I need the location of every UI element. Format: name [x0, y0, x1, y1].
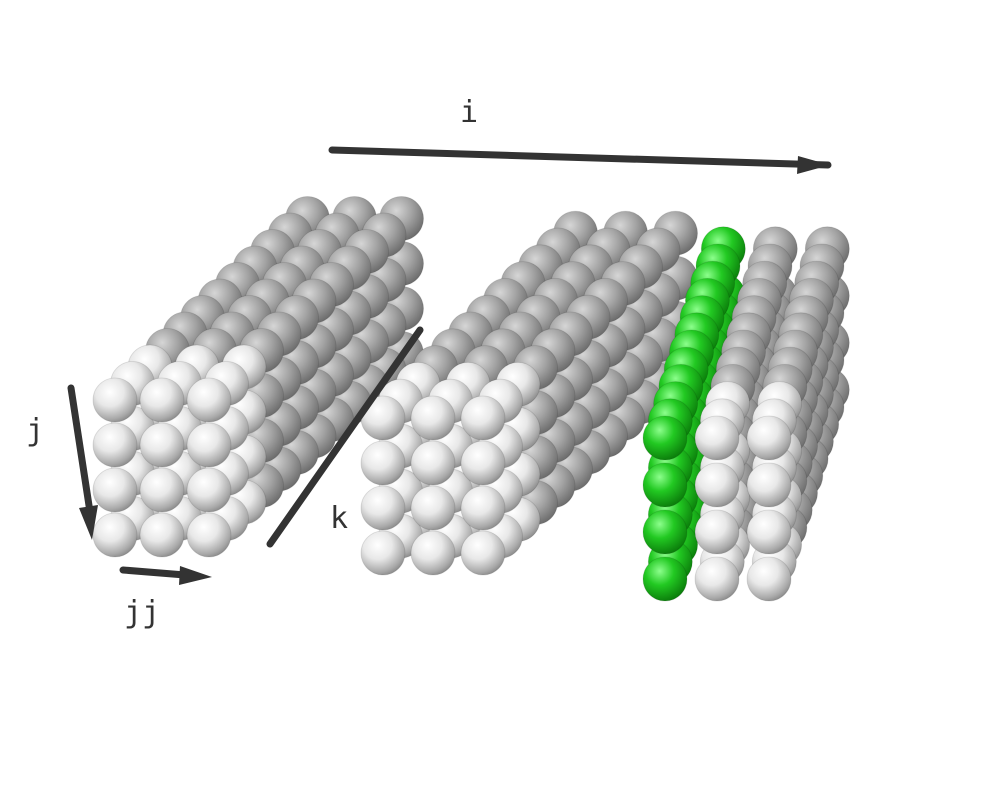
- highlighted-sphere: [642, 462, 688, 508]
- k-axis: k: [266, 326, 424, 548]
- array-element-sphere: [139, 467, 185, 513]
- array-element-sphere: [410, 530, 456, 576]
- jj-axis-arrow: [119, 566, 189, 579]
- array-element-sphere: [746, 462, 792, 508]
- array-element-sphere: [186, 467, 232, 513]
- jj-axis-arrowhead: [179, 566, 212, 585]
- array-element-sphere: [746, 509, 792, 555]
- i-axis-arrowhead: [797, 156, 830, 174]
- i-axis-label: i: [460, 95, 478, 130]
- array-element-sphere: [694, 556, 740, 602]
- array-element-sphere: [186, 377, 232, 423]
- jj-axis: jj: [119, 566, 212, 630]
- j-axis-arrowhead: [79, 505, 98, 540]
- array-element-sphere: [410, 440, 456, 486]
- array-element-sphere: [460, 440, 506, 486]
- array-element-sphere: [92, 422, 138, 468]
- j-axis-arrow: [67, 384, 94, 516]
- highlighted-sphere: [642, 415, 688, 461]
- array-element-sphere: [139, 422, 185, 468]
- highlighted-sphere: [642, 509, 688, 555]
- block-split: [642, 226, 850, 602]
- j-axis: j: [26, 384, 98, 540]
- array-element-sphere: [360, 485, 406, 531]
- array-element-sphere: [360, 440, 406, 486]
- j-axis-label: j: [26, 413, 44, 448]
- k-axis-arrow: [266, 326, 424, 548]
- array-element-sphere: [694, 509, 740, 555]
- array-element-sphere: [92, 467, 138, 513]
- array-element-sphere: [746, 556, 792, 602]
- array-element-sphere: [139, 377, 185, 423]
- array-element-sphere: [360, 530, 406, 576]
- array-element-sphere: [139, 512, 185, 558]
- array-element-sphere: [746, 415, 792, 461]
- highlighted-sphere: [642, 556, 688, 602]
- array-element-sphere: [694, 415, 740, 461]
- array-element-sphere: [460, 530, 506, 576]
- i-axis: i: [328, 95, 832, 174]
- array-element-sphere: [460, 395, 506, 441]
- block-middle: [360, 210, 698, 576]
- block-full: [92, 196, 424, 558]
- array-element-sphere: [410, 395, 456, 441]
- k-axis-label: k: [330, 501, 348, 536]
- array-element-sphere: [92, 377, 138, 423]
- jj-axis-label: jj: [124, 595, 160, 630]
- array-element-sphere: [186, 512, 232, 558]
- array-element-sphere: [186, 422, 232, 468]
- array-element-sphere: [694, 462, 740, 508]
- array-element-sphere: [410, 485, 456, 531]
- i-axis-arrow: [328, 146, 832, 169]
- array-element-sphere: [92, 512, 138, 558]
- array-element-sphere: [460, 485, 506, 531]
